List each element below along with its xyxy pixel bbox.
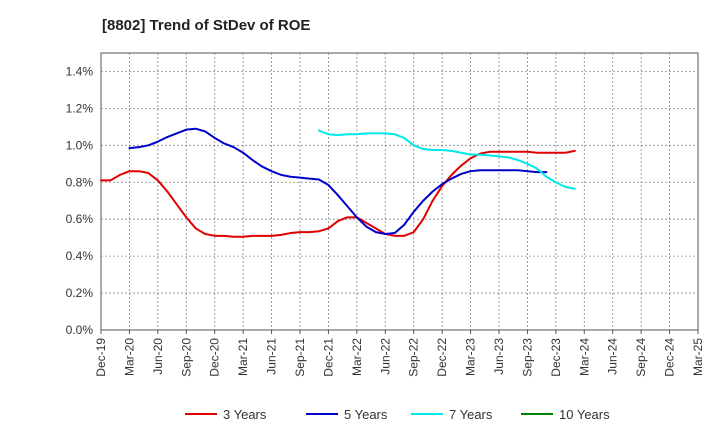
- legend-label: 5 Years: [344, 407, 388, 422]
- chart-title: [8802] Trend of StDev of ROE: [102, 17, 310, 34]
- x-tick-label: Dec-20: [208, 338, 222, 377]
- x-tick-label: Sep-20: [179, 338, 193, 377]
- x-tick-label: Mar-20: [122, 338, 136, 376]
- x-tick-label: Jun-21: [265, 338, 279, 375]
- x-axis: Dec-19 Mar-20 Jun-20 Sep-20 Dec-20 Mar-21 Jun-…: [94, 330, 705, 377]
- x-tick-label: Sep-22: [407, 338, 421, 377]
- x-tick-label: Mar-23: [464, 338, 478, 376]
- y-tick-label: 1.4%: [66, 64, 94, 78]
- y-tick-label: 1.2%: [66, 101, 94, 115]
- legend: 3 Years 5 Years 7 Years 10 Years: [185, 407, 610, 422]
- x-tick-label: Jun-23: [492, 338, 506, 375]
- plot-area: [100, 52, 699, 331]
- y-tick-label: 0.8%: [66, 175, 94, 189]
- series-line: [128, 127, 548, 235]
- x-tick-label: Jun-22: [378, 338, 392, 375]
- x-tick-label: Sep-23: [520, 338, 534, 377]
- series-line: [317, 129, 576, 190]
- series-layer: [100, 127, 576, 238]
- x-tick-label: Mar-25: [691, 338, 705, 376]
- x-tick-label: Mar-24: [577, 338, 591, 376]
- x-tick-label: Sep-24: [634, 338, 648, 377]
- legend-label: 10 Years: [559, 407, 610, 422]
- grid-layer: [101, 53, 698, 330]
- legend-label: 3 Years: [223, 407, 267, 422]
- x-tick-label: Mar-22: [350, 338, 364, 376]
- x-tick-label: Dec-23: [549, 338, 563, 377]
- x-tick-label: Sep-21: [293, 338, 307, 377]
- x-tick-label: Mar-21: [236, 338, 250, 376]
- y-tick-label: 0.0%: [66, 323, 94, 337]
- x-tick-label: Dec-21: [321, 338, 335, 377]
- x-tick-label: Dec-19: [94, 338, 108, 377]
- legend-label: 7 Years: [449, 407, 493, 422]
- x-tick-label: Dec-22: [435, 338, 449, 377]
- x-tick-label: Dec-24: [663, 338, 677, 377]
- y-tick-label: 1.0%: [66, 138, 94, 152]
- y-tick-label: 0.6%: [66, 212, 94, 226]
- y-axis: 0.0% 0.2% 0.4% 0.6% 0.8% 1.0% 1.2% 1.4%: [66, 64, 94, 337]
- x-tick-label: Jun-20: [151, 338, 165, 375]
- y-tick-label: 0.2%: [66, 286, 94, 300]
- y-tick-label: 0.4%: [66, 249, 94, 263]
- x-tick-label: Jun-24: [606, 338, 620, 375]
- series-line: [100, 149, 576, 238]
